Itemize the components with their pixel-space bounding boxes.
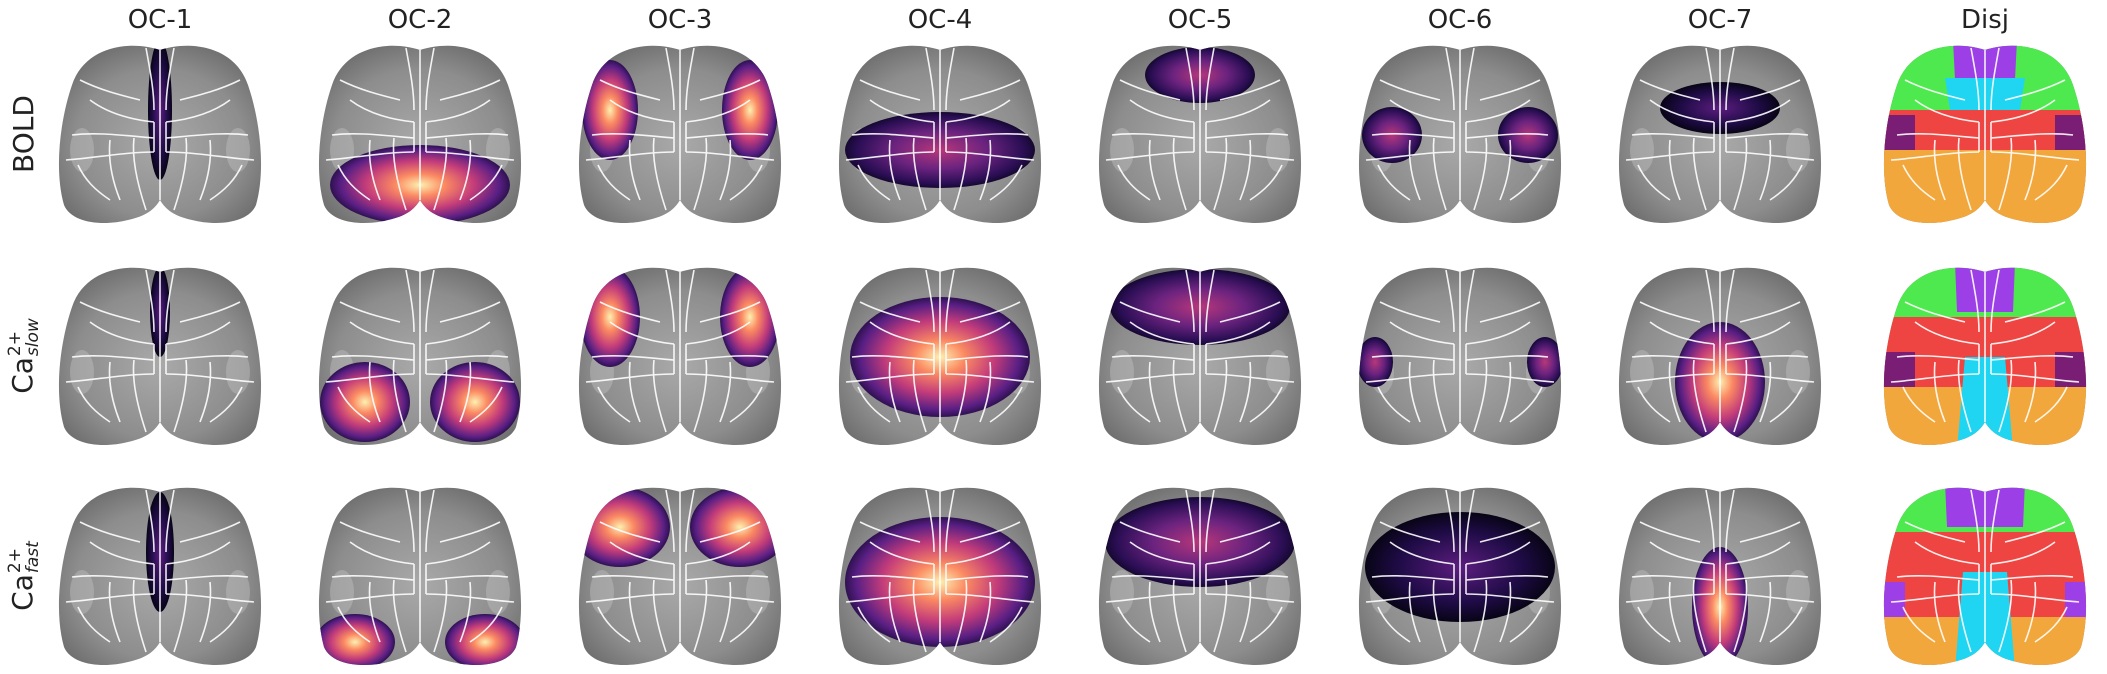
parcel-region bbox=[1883, 115, 1915, 150]
activation-blob bbox=[578, 487, 670, 567]
activation-blob bbox=[430, 362, 520, 442]
parcel-region bbox=[1883, 582, 1905, 622]
brain-map-ca-fast-5 bbox=[1090, 482, 1310, 670]
cortex-map-icon bbox=[838, 45, 1042, 224]
brain-map-ca-slow-5 bbox=[1090, 262, 1310, 450]
brain-map-bold-5 bbox=[1090, 40, 1310, 228]
column-title: OC-3 bbox=[647, 5, 713, 35]
column-title: OC-1 bbox=[127, 5, 193, 35]
brain-map-bold-3 bbox=[570, 40, 790, 228]
column-title: OC-4 bbox=[907, 5, 973, 35]
parcel-region bbox=[2055, 352, 2087, 392]
row-label-text: Ca bbox=[6, 357, 40, 394]
brain-map-ca-slow-2 bbox=[310, 262, 530, 450]
brain-map-ca-fast-4 bbox=[830, 482, 1050, 670]
brain-map-ca-fast-6 bbox=[1350, 482, 1570, 670]
column-title: Disj bbox=[1960, 5, 2009, 35]
cortex-map-icon bbox=[578, 487, 782, 666]
cortex-map-icon bbox=[318, 45, 522, 224]
brain-map-ca-fast-7 bbox=[1610, 482, 1830, 670]
brain-map-bold-7 bbox=[1610, 40, 1830, 228]
brain-map-bold-8 bbox=[1875, 40, 2095, 228]
brain-map-ca-slow-3 bbox=[570, 262, 790, 450]
brain-map-ca-fast-1 bbox=[50, 482, 270, 670]
activation-blob bbox=[1498, 107, 1558, 163]
cortex-map-icon bbox=[58, 45, 262, 224]
row-label-sub: fast bbox=[23, 541, 43, 574]
parcel-region bbox=[1883, 352, 1915, 392]
row-label-text: Ca bbox=[6, 574, 39, 611]
cortex-map-icon bbox=[58, 487, 262, 666]
brain-map-bold-6 bbox=[1350, 40, 1570, 228]
column-title: OC-5 bbox=[1167, 5, 1233, 35]
brain-map-ca-slow-7 bbox=[1610, 262, 1830, 450]
activation-blob bbox=[690, 487, 782, 567]
cortex-map-icon bbox=[1358, 267, 1562, 446]
row-label-text: BOLD bbox=[7, 95, 41, 173]
cortex-map-icon bbox=[1618, 487, 1822, 666]
cortex-map-icon bbox=[578, 45, 782, 224]
brain-map-ca-fast-3 bbox=[570, 482, 790, 670]
cortex-map-icon bbox=[578, 267, 782, 446]
parcel-region bbox=[2065, 582, 2087, 622]
cortex-map-icon bbox=[1618, 267, 1822, 446]
activation-blob bbox=[1362, 107, 1422, 163]
row-label-sub: slow bbox=[23, 318, 44, 357]
activation-blob bbox=[318, 614, 395, 666]
cortex-map-icon bbox=[1098, 487, 1302, 666]
activation-blob bbox=[1527, 337, 1562, 387]
brain-map-ca-fast-8 bbox=[1875, 482, 2095, 670]
cortex-map-icon bbox=[1098, 267, 1302, 446]
cortex-map-icon bbox=[1883, 487, 2087, 666]
cortex-map-icon bbox=[1098, 45, 1302, 224]
brain-map-ca-fast-2 bbox=[310, 482, 530, 670]
parcel-region bbox=[2055, 115, 2087, 150]
brain-map-bold-1 bbox=[50, 40, 270, 228]
column-title: OC-6 bbox=[1427, 5, 1493, 35]
row-label-sup: 2+ bbox=[5, 548, 25, 574]
cortex-map-icon bbox=[838, 487, 1042, 666]
row-label-bold: BOLD bbox=[4, 40, 44, 228]
cortex-map-icon bbox=[1358, 45, 1562, 224]
activation-blob bbox=[445, 614, 522, 666]
cortex-map-icon bbox=[1883, 45, 2087, 224]
brain-map-bold-4 bbox=[830, 40, 1050, 228]
row-label-ca-slow: Ca 2+ slow bbox=[4, 262, 44, 450]
cortex-map-icon bbox=[1883, 267, 2087, 446]
activation-blob bbox=[580, 267, 640, 367]
cortex-map-icon bbox=[1618, 45, 1822, 224]
activation-blob bbox=[320, 362, 410, 442]
cortex-map-icon bbox=[318, 267, 522, 446]
cortex-map-icon bbox=[838, 267, 1042, 446]
activation-blob bbox=[1358, 337, 1393, 387]
cortex-map-icon bbox=[1358, 487, 1562, 666]
brain-map-ca-slow-8 bbox=[1875, 262, 2095, 450]
activation-blob bbox=[720, 267, 780, 367]
column-title: OC-2 bbox=[387, 5, 453, 35]
cortex-map-icon bbox=[318, 487, 522, 666]
row-label-ca-fast: Ca 2+ fast bbox=[4, 482, 44, 670]
row-label-sup: 2+ bbox=[5, 331, 26, 357]
brain-map-ca-slow-6 bbox=[1350, 262, 1570, 450]
brain-map-ca-slow-1 bbox=[50, 262, 270, 450]
brain-map-ca-slow-4 bbox=[830, 262, 1050, 450]
brain-map-bold-2 bbox=[310, 40, 530, 228]
column-title: OC-7 bbox=[1687, 5, 1753, 35]
cortex-map-icon bbox=[58, 267, 262, 446]
